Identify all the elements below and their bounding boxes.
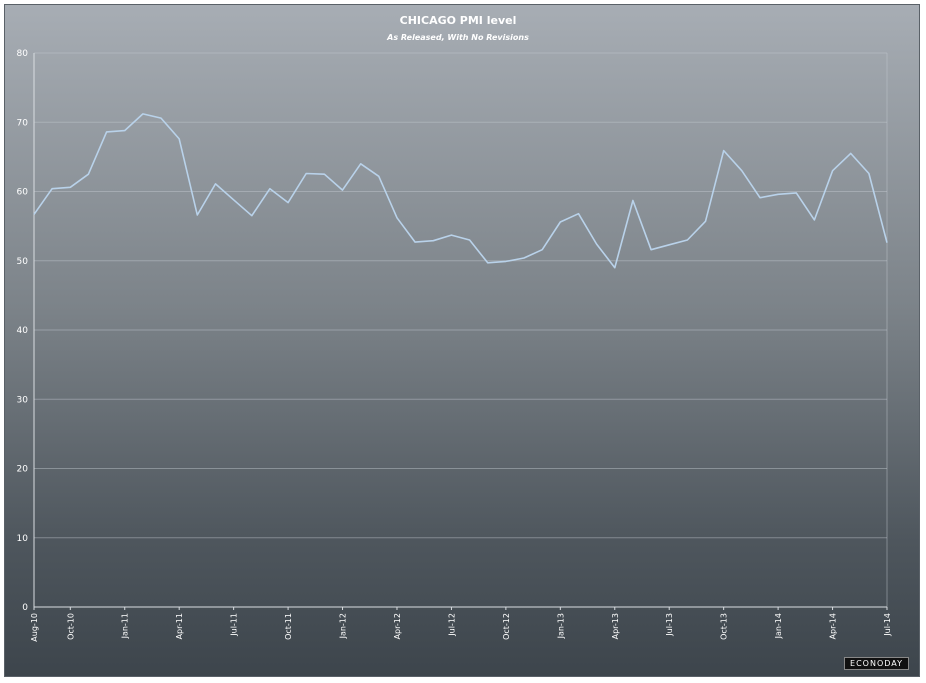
x-tick-label: Jul-12 <box>447 613 456 637</box>
y-tick-label: 50 <box>17 257 29 267</box>
x-tick-label: Apr-14 <box>829 613 838 639</box>
x-tick-label: Apr-11 <box>175 613 184 639</box>
chart-subtitle: As Released, With No Revisions <box>386 33 529 42</box>
y-tick-label: 40 <box>17 326 29 336</box>
x-tick-label: Jan-11 <box>121 613 130 639</box>
grid-layer <box>33 52 888 608</box>
chart-svg: CHICAGO PMI level As Released, With No R… <box>17 14 892 642</box>
y-axis-ticks: 0 10 20 30 40 50 60 70 80 <box>17 49 29 613</box>
x-tick-label: Apr-13 <box>611 613 620 639</box>
y-tick-label: 10 <box>17 534 29 544</box>
x-tick-label: Oct-11 <box>284 613 293 640</box>
chart-frame: CHICAGO PMI level As Released, With No R… <box>4 4 920 677</box>
y-tick-label: 30 <box>17 395 29 405</box>
x-tick-label: Jan-14 <box>774 613 783 639</box>
x-tick-label: Oct-13 <box>720 613 729 640</box>
y-tick-label: 80 <box>17 49 29 59</box>
series-layer <box>33 113 888 269</box>
x-tick-label: Jul-13 <box>665 613 674 637</box>
y-tick-label: 60 <box>17 188 29 198</box>
x-tick-label: Jul-11 <box>230 613 239 637</box>
y-tick-label: 20 <box>17 465 29 475</box>
y-tick-label: 70 <box>17 118 29 128</box>
x-tick-label: Oct-10 <box>66 613 75 640</box>
x-tick-label: Jan-13 <box>556 613 565 639</box>
x-tick-label: Aug-10 <box>30 613 39 642</box>
x-tick-label: Apr-12 <box>393 613 402 639</box>
series-line-chicago-pmi <box>33 113 888 269</box>
x-axis-ticks: Aug-10 Oct-10 Jan-11 Apr-11 Jul-11 Oct-11 Jan-… <box>30 607 892 642</box>
x-tick-label: Jul-14 <box>883 613 892 637</box>
econoday-logo: ECONODAY <box>844 657 909 670</box>
x-tick-label: Oct-12 <box>502 613 511 640</box>
x-tick-label: Jan-12 <box>339 613 348 639</box>
chart-title: CHICAGO PMI level <box>400 14 517 27</box>
y-tick-label: 0 <box>22 603 28 613</box>
